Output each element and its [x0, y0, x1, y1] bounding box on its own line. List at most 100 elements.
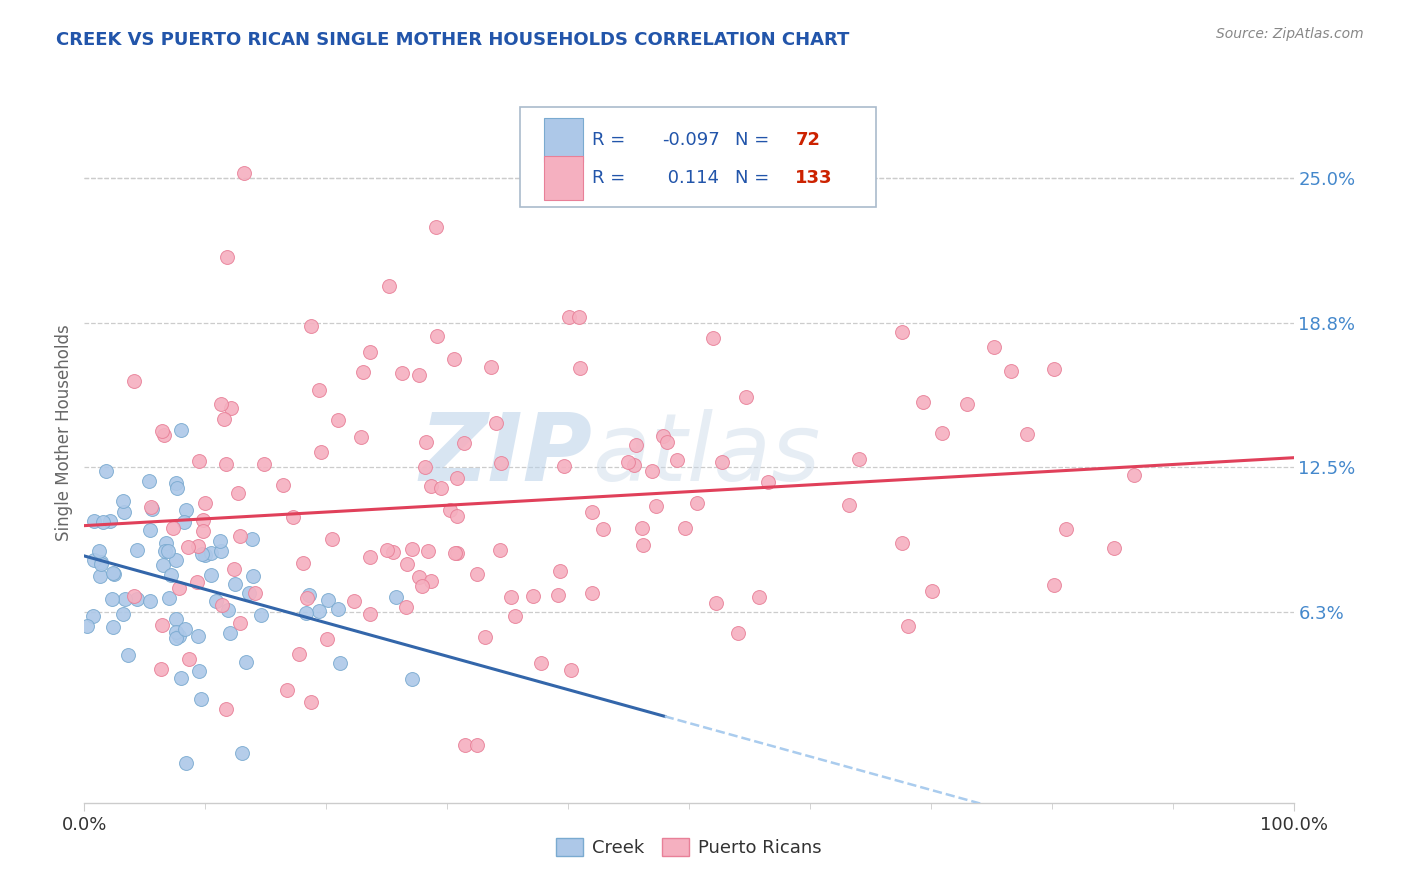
Point: [165, 553, 187, 567]
Point: [240, 532, 263, 546]
Point: [890, 536, 912, 550]
Point: [167, 629, 190, 643]
Point: [152, 558, 174, 573]
Point: [657, 435, 679, 450]
Point: [413, 459, 436, 474]
Point: [153, 544, 176, 558]
Y-axis label: Single Mother Households: Single Mother Households: [55, 325, 73, 541]
Point: [453, 436, 475, 450]
Point: [465, 738, 488, 752]
Point: [890, 325, 912, 339]
Text: R =: R =: [592, 169, 631, 187]
Point: [122, 374, 145, 388]
Point: [454, 738, 477, 752]
Point: [212, 412, 235, 426]
Text: 133: 133: [796, 169, 832, 187]
Point: [411, 578, 433, 592]
Point: [308, 383, 330, 397]
Point: [735, 390, 758, 404]
Text: ZIP: ZIP: [419, 409, 592, 500]
Point: [359, 550, 381, 565]
Point: [308, 604, 330, 618]
Point: [446, 508, 468, 523]
Point: [375, 543, 398, 558]
Point: [897, 619, 920, 633]
Point: [443, 352, 465, 367]
Point: [238, 586, 260, 600]
Point: [82, 608, 104, 623]
Point: [1000, 364, 1022, 378]
Point: [211, 599, 233, 613]
Point: [249, 608, 271, 623]
Point: [395, 599, 418, 614]
Point: [326, 601, 349, 615]
Point: [174, 503, 197, 517]
Text: 0.114: 0.114: [662, 169, 720, 187]
Point: [139, 593, 162, 607]
Point: [138, 523, 160, 537]
Point: [385, 591, 408, 605]
Point: [187, 454, 209, 468]
Point: [420, 479, 443, 493]
Point: [200, 567, 222, 582]
Point: [215, 458, 238, 472]
Point: [90, 557, 112, 571]
Point: [276, 682, 298, 697]
Point: [467, 566, 489, 581]
Point: [921, 583, 943, 598]
Point: [666, 452, 689, 467]
Point: [76, 619, 98, 633]
Point: [208, 533, 231, 548]
Point: [418, 543, 440, 558]
Point: [311, 445, 333, 459]
Point: [547, 588, 569, 602]
Point: [89, 568, 111, 582]
Point: [173, 622, 195, 636]
Point: [522, 589, 544, 603]
Text: N =: N =: [735, 169, 769, 187]
Point: [408, 570, 430, 584]
Point: [190, 691, 212, 706]
FancyBboxPatch shape: [544, 118, 582, 161]
Point: [153, 428, 176, 442]
Point: [652, 428, 675, 442]
Point: [141, 501, 163, 516]
Point: [166, 481, 188, 495]
Point: [159, 591, 181, 606]
Text: -0.097: -0.097: [662, 131, 720, 149]
Point: [748, 591, 770, 605]
Point: [165, 632, 187, 646]
Point: [553, 458, 575, 473]
Point: [623, 458, 645, 472]
Point: [297, 591, 319, 606]
Point: [560, 663, 582, 677]
Point: [231, 746, 253, 760]
Point: [408, 368, 430, 382]
Point: [162, 521, 184, 535]
Point: [489, 542, 512, 557]
Point: [288, 647, 311, 661]
Point: [1043, 578, 1066, 592]
Point: [426, 329, 449, 343]
Point: [177, 651, 200, 665]
Point: [567, 310, 589, 324]
Point: [138, 475, 160, 489]
Point: [112, 505, 135, 519]
Text: atlas: atlas: [592, 409, 821, 500]
Point: [617, 455, 640, 469]
Point: [83, 553, 105, 567]
Point: [188, 664, 211, 678]
Point: [645, 499, 668, 513]
Point: [430, 481, 453, 495]
Point: [89, 543, 111, 558]
Point: [956, 397, 979, 411]
Point: [704, 596, 727, 610]
Point: [491, 456, 513, 470]
Point: [122, 589, 145, 603]
Point: [912, 394, 935, 409]
Point: [200, 545, 222, 559]
Point: [568, 361, 591, 376]
Point: [205, 594, 228, 608]
Point: [630, 521, 652, 535]
Point: [291, 556, 314, 570]
